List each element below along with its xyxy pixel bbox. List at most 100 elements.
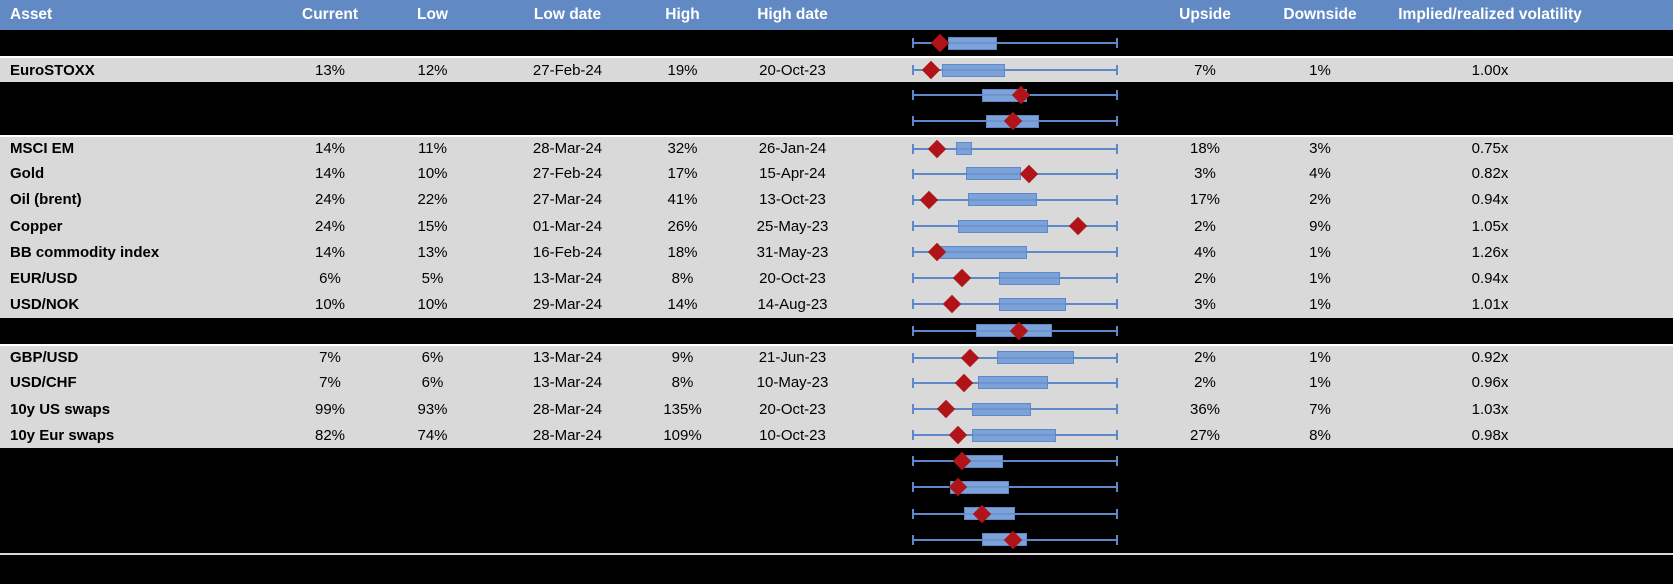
cell-boxplot[interactable] (870, 265, 1145, 291)
cell-asset[interactable]: USD/CHF (10, 374, 77, 392)
cell-low_date[interactable]: 01-Mar-24 (532, 217, 603, 235)
cell-low_date[interactable]: 27-Feb-24 (532, 61, 603, 79)
cell-upside[interactable]: 36% (1189, 400, 1221, 418)
cell-high_date[interactable]: 20-Oct-23 (759, 269, 826, 287)
cell-downside[interactable]: 3% (1309, 140, 1331, 158)
cell-asset[interactable]: EUR/USD (10, 269, 78, 287)
cell-downside[interactable]: 2% (1309, 191, 1331, 209)
cell-asset[interactable]: EuroSTOXX (10, 61, 95, 79)
cell-boxplot[interactable] (870, 448, 1145, 474)
cell-current[interactable]: 7% (319, 349, 341, 367)
cell-boxplot[interactable] (870, 82, 1145, 108)
cell-boxplot[interactable] (870, 239, 1145, 265)
cell-high[interactable]: 8% (671, 374, 694, 392)
cell-asset[interactable]: BB commodity index (10, 243, 160, 261)
cell-boxplot[interactable] (870, 108, 1145, 134)
cell-low[interactable]: 11% (418, 140, 447, 158)
cell-ratio[interactable]: 0.96x (1471, 374, 1509, 392)
cell-current[interactable]: 24% (314, 217, 346, 235)
cell-high[interactable]: 26% (667, 217, 698, 235)
cell-low[interactable]: 6% (421, 349, 444, 367)
cell-low[interactable]: 10% (417, 295, 448, 313)
cell-ratio[interactable]: 0.94x (1471, 269, 1509, 287)
cell-current[interactable]: 24% (314, 191, 346, 209)
cell-ratio[interactable]: 1.26x (1471, 243, 1509, 261)
cell-downside[interactable]: 1% (1309, 374, 1331, 392)
cell-high_date[interactable]: 26-Jan-24 (758, 140, 827, 158)
cell-boxplot[interactable] (870, 370, 1145, 396)
cell-high_date[interactable]: 15-Apr-24 (759, 165, 826, 183)
cell-high_date[interactable]: 31-May-23 (756, 243, 829, 261)
cell-low_date[interactable]: 28-Mar-24 (532, 426, 603, 444)
cell-ratio[interactable]: 1.00x (1471, 61, 1509, 79)
col-header-low_date[interactable]: Low date (533, 6, 602, 23)
cell-downside[interactable]: 1% (1309, 295, 1331, 313)
cell-low_date[interactable]: 29-Mar-24 (532, 295, 603, 313)
cell-ratio[interactable]: 0.94x (1471, 191, 1509, 209)
cell-ratio[interactable]: 1.01x (1471, 295, 1509, 313)
cell-downside[interactable]: 1% (1309, 349, 1331, 367)
cell-asset[interactable]: Copper (10, 217, 63, 235)
cell-ratio[interactable]: 0.98x (1471, 426, 1509, 444)
cell-low[interactable]: 15% (417, 217, 448, 235)
cell-boxplot[interactable] (870, 396, 1145, 422)
cell-asset[interactable]: Oil (brent) (10, 191, 82, 209)
col-header-ratio[interactable]: Implied/realized volatility (1398, 6, 1582, 23)
col-header-current[interactable]: Current (302, 6, 358, 23)
cell-low_date[interactable]: 16-Feb-24 (532, 243, 603, 261)
cell-high_date[interactable]: 20-Oct-23 (759, 400, 826, 418)
col-header-low[interactable]: Low (417, 6, 448, 23)
cell-asset[interactable]: MSCI EM (10, 140, 75, 158)
cell-high_date[interactable]: 14-Aug-23 (757, 295, 828, 313)
cell-upside[interactable]: 4% (1194, 243, 1216, 261)
cell-downside[interactable]: 1% (1309, 61, 1331, 79)
cell-current[interactable]: 6% (319, 269, 341, 287)
cell-ratio[interactable]: 1.03x (1471, 400, 1509, 418)
cell-upside[interactable]: 27% (1189, 426, 1221, 444)
cell-asset[interactable]: USD/NOK (10, 295, 80, 313)
cell-downside[interactable]: 4% (1309, 165, 1331, 183)
cell-boxplot[interactable] (870, 213, 1145, 239)
col-header-high_date[interactable]: High date (757, 6, 828, 23)
cell-current[interactable]: 82% (314, 426, 346, 444)
cell-low_date[interactable]: 28-Mar-24 (532, 140, 603, 158)
cell-boxplot[interactable] (870, 137, 1145, 161)
cell-ratio[interactable]: 1.05x (1471, 217, 1509, 235)
cell-low[interactable]: 74% (417, 426, 448, 444)
cell-asset[interactable]: Gold (10, 165, 45, 183)
cell-boxplot[interactable] (870, 187, 1145, 213)
cell-boxplot[interactable] (870, 527, 1145, 553)
cell-downside[interactable]: 1% (1309, 269, 1331, 287)
col-header-upside[interactable]: Upside (1179, 6, 1231, 23)
cell-downside[interactable]: 7% (1309, 400, 1331, 418)
cell-low[interactable]: 22% (417, 191, 448, 209)
cell-current[interactable]: 99% (314, 400, 346, 418)
cell-high_date[interactable]: 13-Oct-23 (759, 191, 826, 209)
cell-high[interactable]: 14% (667, 295, 698, 313)
cell-ratio[interactable]: 0.82x (1471, 165, 1509, 183)
cell-downside[interactable]: 1% (1309, 243, 1331, 261)
cell-high[interactable]: 109% (663, 426, 702, 444)
col-header-downside[interactable]: Downside (1283, 6, 1357, 23)
cell-current[interactable]: 13% (314, 61, 346, 79)
cell-boxplot[interactable] (870, 474, 1145, 500)
cell-low[interactable]: 93% (417, 400, 448, 418)
cell-low_date[interactable]: 27-Mar-24 (532, 191, 603, 209)
cell-asset[interactable]: 10y Eur swaps (10, 426, 115, 444)
cell-upside[interactable]: 3% (1194, 165, 1216, 183)
col-header-asset[interactable]: Asset (10, 6, 53, 23)
cell-high[interactable]: 17% (667, 165, 698, 183)
cell-boxplot[interactable] (870, 58, 1145, 82)
cell-boxplot[interactable] (870, 161, 1145, 187)
cell-current[interactable]: 14% (314, 140, 346, 158)
cell-upside[interactable]: 18% (1189, 140, 1221, 158)
cell-high[interactable]: 32% (667, 140, 698, 158)
cell-low_date[interactable]: 13-Mar-24 (532, 269, 603, 287)
cell-low_date[interactable]: 27-Feb-24 (532, 165, 603, 183)
cell-current[interactable]: 14% (314, 243, 346, 261)
cell-low_date[interactable]: 13-Mar-24 (532, 374, 603, 392)
cell-high[interactable]: 19% (667, 61, 698, 79)
cell-high[interactable]: 9% (671, 349, 694, 367)
cell-low[interactable]: 10% (417, 165, 448, 183)
cell-downside[interactable]: 8% (1309, 426, 1331, 444)
